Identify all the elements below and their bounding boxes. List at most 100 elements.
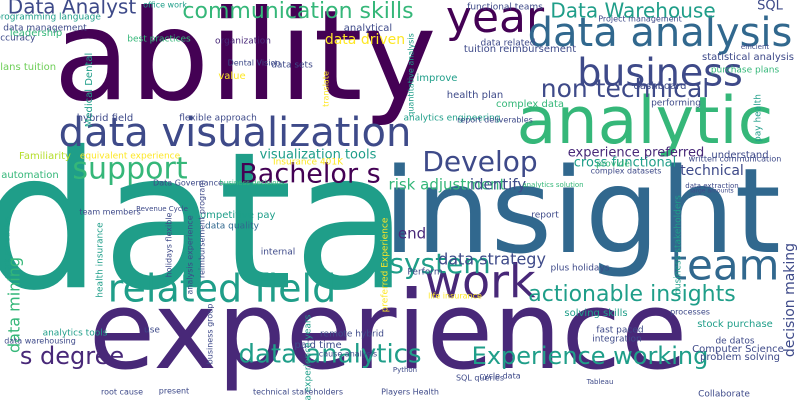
word-data-warehouse: Data Warehouse	[550, 0, 715, 23]
word-provide: provide	[596, 160, 630, 170]
word-root-cause: root cause	[101, 388, 143, 397]
word-quantitative-analysis: quantitative analysis	[407, 33, 416, 116]
word-efficient: efficient	[741, 43, 770, 51]
word-integration: integration	[592, 335, 641, 345]
word-experience: experience	[89, 269, 688, 394]
word-processes: processes	[670, 308, 710, 317]
word-health-plan: health plan	[447, 90, 503, 101]
word-analytics-tools: analytics tools	[43, 329, 108, 339]
word-problem-solving: problem solving	[700, 352, 780, 363]
word-visualization-tools: visualization tools	[260, 148, 377, 163]
word-insurance-401k: Insurance 401K	[273, 158, 344, 168]
word-office-work: office work	[143, 1, 187, 10]
word-communication-skills: communication skills	[182, 0, 413, 24]
word-ability: ability	[53, 0, 436, 129]
word-end: end	[398, 225, 426, 243]
word-system: system	[389, 247, 490, 280]
word-business: business	[577, 51, 743, 95]
word-team: team	[671, 241, 780, 290]
word-plans-tuition: plans tuition	[0, 62, 56, 73]
word-data-strategy: data strategy	[438, 250, 546, 269]
word-competitive-pay: competitive pay	[195, 210, 276, 221]
word-year: year	[446, 0, 545, 43]
word-business-decisions: business decisions	[219, 179, 285, 187]
word-data-driven: data driven	[325, 32, 405, 48]
word-equivalent-experience: equivalent experience	[80, 152, 181, 162]
word-paid-time: paid time	[294, 340, 341, 351]
word-data-analyst: Data Analyst	[8, 0, 137, 19]
word-life-insurance: life insurance	[428, 292, 482, 301]
word-insight: insight	[383, 142, 781, 280]
word-data-management: data management	[3, 24, 87, 34]
word-leadership: leadership	[10, 28, 62, 39]
word-technical-stakeholders: technical stakeholders	[253, 388, 343, 397]
word-holidays-flexible: holidays flexible	[165, 213, 174, 278]
word-data-mining: data mining	[5, 257, 24, 353]
word-work-schedules: work schedules	[3, 216, 12, 278]
word-tableau: Tableau	[586, 378, 614, 386]
word-translate: translate	[322, 71, 331, 107]
word-improve: improve	[417, 73, 458, 84]
word-cycle-data: cycle data	[479, 372, 520, 381]
word-reimbursement-program: reimbursement program	[198, 180, 207, 278]
word-support: support	[72, 152, 187, 187]
word-bachelor-s: Bachelor s	[239, 159, 380, 190]
word-medical-dental: Medical Dental	[84, 53, 95, 128]
word-understand: understand	[711, 150, 768, 161]
word-data-quality: data quality	[205, 222, 260, 232]
word-data-warehousing: data warehousing	[4, 337, 76, 346]
word-data-governance: Data Governance	[153, 179, 223, 188]
word-best-practices: best practices	[127, 35, 191, 45]
word-s-degree: s degree	[20, 342, 124, 370]
word-analytics-solution: analytics solution	[522, 181, 583, 189]
word-stock-purchase: stock purchase	[697, 319, 773, 330]
word-project-management: Project management	[598, 15, 682, 24]
word-accuracy: accuracy	[0, 34, 36, 44]
word-develop: Develop	[422, 145, 537, 178]
word-data-visualization: data visualization	[59, 110, 412, 156]
word-purchase-plans: purchase plans	[711, 66, 780, 76]
word-report: report	[531, 211, 559, 221]
word-business-group: business group	[206, 304, 215, 365]
word-flexible-approach: flexible approach	[179, 114, 257, 124]
word-organization: organization	[215, 37, 271, 47]
word-revenue-cycle: Revenue Cycle	[136, 205, 188, 213]
word-data-analysis: data analysis	[528, 10, 793, 56]
word-identify: identify	[470, 176, 526, 194]
word-cross-functional: cross functional	[574, 156, 677, 171]
word-sql-queries: SQL queries	[456, 374, 504, 383]
word-fast-paced: fast paced	[596, 326, 643, 336]
word-value: value	[218, 71, 245, 82]
word-familiarity: Familiarity	[19, 151, 71, 162]
word-analytic: analytic	[517, 84, 774, 159]
word-experience-preferred: experience preferred	[568, 146, 705, 161]
word-related-field: related field	[108, 267, 336, 311]
word-internal: internal	[261, 248, 296, 258]
word-pay-health: pay health	[754, 94, 764, 142]
word-sql: SQL	[757, 0, 783, 14]
word-present: present	[159, 387, 189, 396]
word-cause-analysis: cause analysis	[319, 350, 377, 359]
word-large-amounts: large amounts	[690, 188, 733, 195]
word-python: Python	[393, 366, 417, 374]
word-functional-teams: functional teams	[467, 3, 543, 13]
word-decision-making: decision making	[782, 243, 798, 357]
word-work: work	[424, 255, 536, 309]
word-use: use	[144, 326, 160, 336]
word-data-extraction: data extraction	[685, 182, 739, 190]
word-risk-adjustment: risk adjustment	[389, 176, 506, 194]
word-plus-holidays: plus holidays	[551, 264, 610, 274]
word-data-analytics: data analytics	[238, 340, 421, 370]
word-technical: technical	[680, 163, 744, 179]
word-business-stakeholders: business stakeholders	[674, 195, 684, 295]
word-data: data	[0, 111, 409, 332]
word-analysis-experience: analysis experience	[186, 215, 195, 294]
word-complex-datasets: complex datasets	[591, 167, 662, 176]
word-computer-science: Computer Science	[692, 344, 784, 355]
word-remote-hybrid: remote hybrid	[320, 330, 384, 340]
word-health-insurance: health insurance	[96, 222, 106, 298]
word-data-experience-years: data experience years	[304, 314, 314, 400]
word-statistical-analysis: statistical analysis	[702, 52, 794, 63]
